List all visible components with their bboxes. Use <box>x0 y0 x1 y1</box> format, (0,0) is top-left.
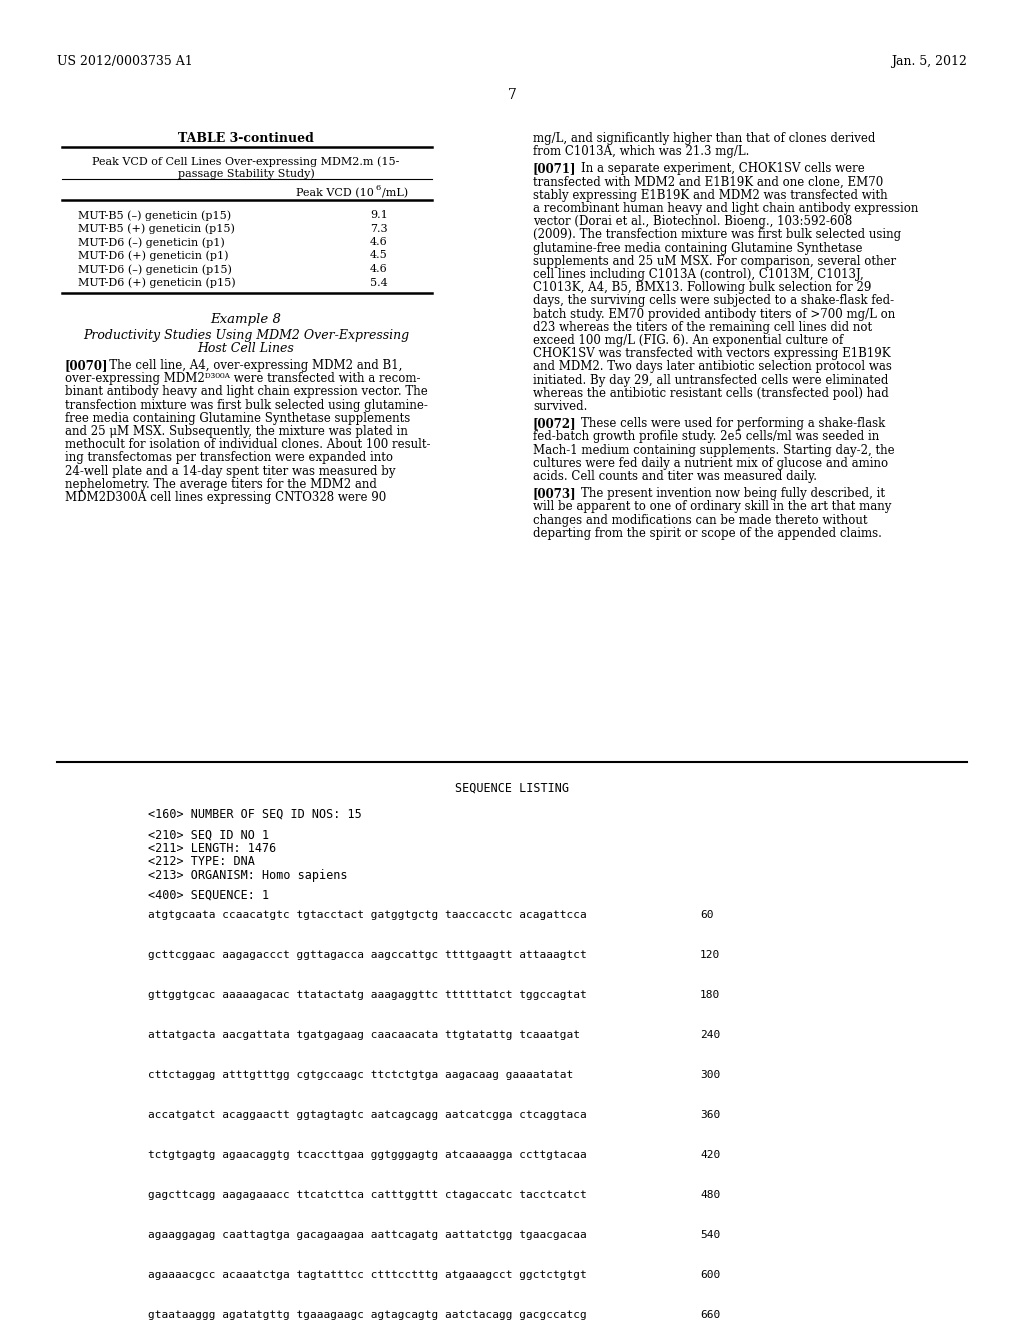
Text: In a separate experiment, CHOK1SV cells were: In a separate experiment, CHOK1SV cells … <box>566 162 864 176</box>
Text: departing from the spirit or scope of the appended claims.: departing from the spirit or scope of th… <box>534 527 882 540</box>
Text: whereas the antibiotic resistant cells (transfected pool) had: whereas the antibiotic resistant cells (… <box>534 387 889 400</box>
Text: vector (Dorai et al., Biotechnol. Bioeng., 103:592-608: vector (Dorai et al., Biotechnol. Bioeng… <box>534 215 852 228</box>
Text: exceed 100 mg/L (FIG. 6). An exponential culture of: exceed 100 mg/L (FIG. 6). An exponential… <box>534 334 843 347</box>
Text: 420: 420 <box>700 1151 720 1160</box>
Text: <210> SEQ ID NO 1: <210> SEQ ID NO 1 <box>148 828 269 841</box>
Text: tctgtgagtg agaacaggtg tcaccttgaa ggtgggagtg atcaaaagga ccttgtacaa: tctgtgagtg agaacaggtg tcaccttgaa ggtggga… <box>148 1151 587 1160</box>
Text: 60: 60 <box>700 911 714 920</box>
Text: days, the surviving cells were subjected to a shake-flask fed-: days, the surviving cells were subjected… <box>534 294 894 308</box>
Text: TABLE 3-continued: TABLE 3-continued <box>178 132 314 145</box>
Text: 480: 480 <box>700 1191 720 1200</box>
Text: d23 whereas the titers of the remaining cell lines did not: d23 whereas the titers of the remaining … <box>534 321 872 334</box>
Text: cultures were fed daily a nutrient mix of glucose and amino: cultures were fed daily a nutrient mix o… <box>534 457 888 470</box>
Text: <212> TYPE: DNA: <212> TYPE: DNA <box>148 855 255 869</box>
Text: <211> LENGTH: 1476: <211> LENGTH: 1476 <box>148 842 276 855</box>
Text: ing transfectomas per transfection were expanded into: ing transfectomas per transfection were … <box>65 451 393 465</box>
Text: nephelometry. The average titers for the MDM2 and: nephelometry. The average titers for the… <box>65 478 377 491</box>
Text: C1013K, A4, B5, BMX13. Following bulk selection for 29: C1013K, A4, B5, BMX13. Following bulk se… <box>534 281 871 294</box>
Text: initiated. By day 29, all untransfected cells were eliminated: initiated. By day 29, all untransfected … <box>534 374 889 387</box>
Text: These cells were used for performing a shake-flask: These cells were used for performing a s… <box>566 417 886 430</box>
Text: <400> SEQUENCE: 1: <400> SEQUENCE: 1 <box>148 888 269 902</box>
Text: 24-well plate and a 14-day spent titer was measured by: 24-well plate and a 14-day spent titer w… <box>65 465 395 478</box>
Text: [0072]: [0072] <box>534 417 577 430</box>
Text: 6: 6 <box>376 183 381 191</box>
Text: supplements and 25 uM MSX. For comparison, several other: supplements and 25 uM MSX. For compariso… <box>534 255 896 268</box>
Text: Productivity Studies Using MDM2 Over-Expressing: Productivity Studies Using MDM2 Over-Exp… <box>83 329 409 342</box>
Text: binant antibody heavy and light chain expression vector. The: binant antibody heavy and light chain ex… <box>65 385 428 399</box>
Text: agaaggagag caattagtga gacagaagaa aattcagatg aattatctgg tgaacgacaa: agaaggagag caattagtga gacagaagaa aattcag… <box>148 1230 587 1241</box>
Text: 5.4: 5.4 <box>370 277 388 288</box>
Text: 4.6: 4.6 <box>370 264 388 275</box>
Text: 7.3: 7.3 <box>370 223 388 234</box>
Text: accatgatct acaggaactt ggtagtagtc aatcagcagg aatcatcgga ctcaggtaca: accatgatct acaggaactt ggtagtagtc aatcagc… <box>148 1110 587 1121</box>
Text: a recombinant human heavy and light chain antibody expression: a recombinant human heavy and light chai… <box>534 202 919 215</box>
Text: free media containing Glutamine Synthetase supplements: free media containing Glutamine Syntheta… <box>65 412 411 425</box>
Text: [0070]: [0070] <box>65 359 109 372</box>
Text: from C1013A, which was 21.3 mg/L.: from C1013A, which was 21.3 mg/L. <box>534 145 750 158</box>
Text: 360: 360 <box>700 1110 720 1121</box>
Text: CHOK1SV was transfected with vectors expressing E1B19K: CHOK1SV was transfected with vectors exp… <box>534 347 891 360</box>
Text: and MDM2. Two days later antibiotic selection protocol was: and MDM2. Two days later antibiotic sele… <box>534 360 892 374</box>
Text: acids. Cell counts and titer was measured daily.: acids. Cell counts and titer was measure… <box>534 470 817 483</box>
Text: changes and modifications can be made thereto without: changes and modifications can be made th… <box>534 513 867 527</box>
Text: 4.6: 4.6 <box>370 238 388 247</box>
Text: [0073]: [0073] <box>534 487 577 500</box>
Text: transfected with MDM2 and E1B19K and one clone, EM70: transfected with MDM2 and E1B19K and one… <box>534 176 884 189</box>
Text: survived.: survived. <box>534 400 588 413</box>
Text: Example 8: Example 8 <box>211 313 282 326</box>
Text: MDM2D300A cell lines expressing CNTO328 were 90: MDM2D300A cell lines expressing CNTO328 … <box>65 491 386 504</box>
Text: MUT-B5 (+) geneticin (p15): MUT-B5 (+) geneticin (p15) <box>78 223 234 234</box>
Text: stably expressing E1B19K and MDM2 was transfected with: stably expressing E1B19K and MDM2 was tr… <box>534 189 888 202</box>
Text: MUT-D6 (–) geneticin (p15): MUT-D6 (–) geneticin (p15) <box>78 264 231 275</box>
Text: will be apparent to one of ordinary skill in the art that many: will be apparent to one of ordinary skil… <box>534 500 891 513</box>
Text: transfection mixture was first bulk selected using glutamine-: transfection mixture was first bulk sele… <box>65 399 428 412</box>
Text: 180: 180 <box>700 990 720 1001</box>
Text: over-expressing MDM2ᴰ³⁰⁰ᴬ were transfected with a recom-: over-expressing MDM2ᴰ³⁰⁰ᴬ were transfect… <box>65 372 421 385</box>
Text: and 25 μM MSX. Subsequently, the mixture was plated in: and 25 μM MSX. Subsequently, the mixture… <box>65 425 408 438</box>
Text: glutamine-free media containing Glutamine Synthetase: glutamine-free media containing Glutamin… <box>534 242 862 255</box>
Text: Mach-1 medium containing supplements. Starting day-2, the: Mach-1 medium containing supplements. St… <box>534 444 895 457</box>
Text: agaaaacgcc acaaatctga tagtatttcc ctttcctttg atgaaagcct ggctctgtgt: agaaaacgcc acaaatctga tagtatttcc ctttcct… <box>148 1270 587 1280</box>
Text: gagcttcagg aagagaaacc ttcatcttca catttggttt ctagaccatc tacctcatct: gagcttcagg aagagaaacc ttcatcttca catttgg… <box>148 1191 587 1200</box>
Text: gttggtgcac aaaaagacac ttatactatg aaagaggttc ttttttatct tggccagtat: gttggtgcac aaaaagacac ttatactatg aaagagg… <box>148 990 587 1001</box>
Text: SEQUENCE LISTING: SEQUENCE LISTING <box>455 781 569 795</box>
Text: attatgacta aacgattata tgatgagaag caacaacata ttgtatattg tcaaatgat: attatgacta aacgattata tgatgagaag caacaac… <box>148 1031 580 1040</box>
Text: gcttcggaac aagagaccct ggttagacca aagccattgc ttttgaagtt attaaagtct: gcttcggaac aagagaccct ggttagacca aagccat… <box>148 950 587 961</box>
Text: 120: 120 <box>700 950 720 961</box>
Text: 9.1: 9.1 <box>370 210 388 220</box>
Text: The cell line, A4, over-expressing MDM2 and B1,: The cell line, A4, over-expressing MDM2 … <box>98 359 402 372</box>
Text: cttctaggag atttgtttgg cgtgccaagc ttctctgtga aagacaag gaaaatatat: cttctaggag atttgtttgg cgtgccaagc ttctctg… <box>148 1071 573 1081</box>
Text: MUT-D6 (–) geneticin (p1): MUT-D6 (–) geneticin (p1) <box>78 238 224 248</box>
Text: methocult for isolation of individual clones. About 100 result-: methocult for isolation of individual cl… <box>65 438 430 451</box>
Text: Host Cell Lines: Host Cell Lines <box>198 342 294 355</box>
Text: [0071]: [0071] <box>534 162 577 176</box>
Text: 4.5: 4.5 <box>370 251 388 260</box>
Text: US 2012/0003735 A1: US 2012/0003735 A1 <box>57 55 193 69</box>
Text: passage Stability Study): passage Stability Study) <box>177 168 314 178</box>
Text: <213> ORGANISM: Homo sapiens: <213> ORGANISM: Homo sapiens <box>148 869 347 882</box>
Text: atgtgcaata ccaacatgtc tgtacctact gatggtgctg taaccacctc acagattcca: atgtgcaata ccaacatgtc tgtacctact gatggtg… <box>148 911 587 920</box>
Text: /mL): /mL) <box>382 187 409 198</box>
Text: 240: 240 <box>700 1031 720 1040</box>
Text: 600: 600 <box>700 1270 720 1280</box>
Text: 7: 7 <box>508 88 516 102</box>
Text: Jan. 5, 2012: Jan. 5, 2012 <box>891 55 967 69</box>
Text: MUT-D6 (+) geneticin (p1): MUT-D6 (+) geneticin (p1) <box>78 251 228 261</box>
Text: 540: 540 <box>700 1230 720 1241</box>
Text: Peak VCD (10: Peak VCD (10 <box>296 187 374 198</box>
Text: batch study. EM70 provided antibody titers of >700 mg/L on: batch study. EM70 provided antibody tite… <box>534 308 895 321</box>
Text: MUT-B5 (–) geneticin (p15): MUT-B5 (–) geneticin (p15) <box>78 210 231 220</box>
Text: cell lines including C1013A (control), C1013M, C1013J,: cell lines including C1013A (control), C… <box>534 268 864 281</box>
Text: mg/L, and significantly higher than that of clones derived: mg/L, and significantly higher than that… <box>534 132 876 145</box>
Text: gtaataaggg agatatgttg tgaaagaagc agtagcagtg aatctacagg gacgccatcg: gtaataaggg agatatgttg tgaaagaagc agtagca… <box>148 1311 587 1320</box>
Text: The present invention now being fully described, it: The present invention now being fully de… <box>566 487 885 500</box>
Text: Peak VCD of Cell Lines Over-expressing MDM2.m (15-: Peak VCD of Cell Lines Over-expressing M… <box>92 156 399 166</box>
Text: 660: 660 <box>700 1311 720 1320</box>
Text: <160> NUMBER OF SEQ ID NOS: 15: <160> NUMBER OF SEQ ID NOS: 15 <box>148 808 361 821</box>
Text: fed-batch growth profile study. 2e5 cells/ml was seeded in: fed-batch growth profile study. 2e5 cell… <box>534 430 880 444</box>
Text: 300: 300 <box>700 1071 720 1081</box>
Text: MUT-D6 (+) geneticin (p15): MUT-D6 (+) geneticin (p15) <box>78 277 236 288</box>
Text: (2009). The transfection mixture was first bulk selected using: (2009). The transfection mixture was fir… <box>534 228 901 242</box>
